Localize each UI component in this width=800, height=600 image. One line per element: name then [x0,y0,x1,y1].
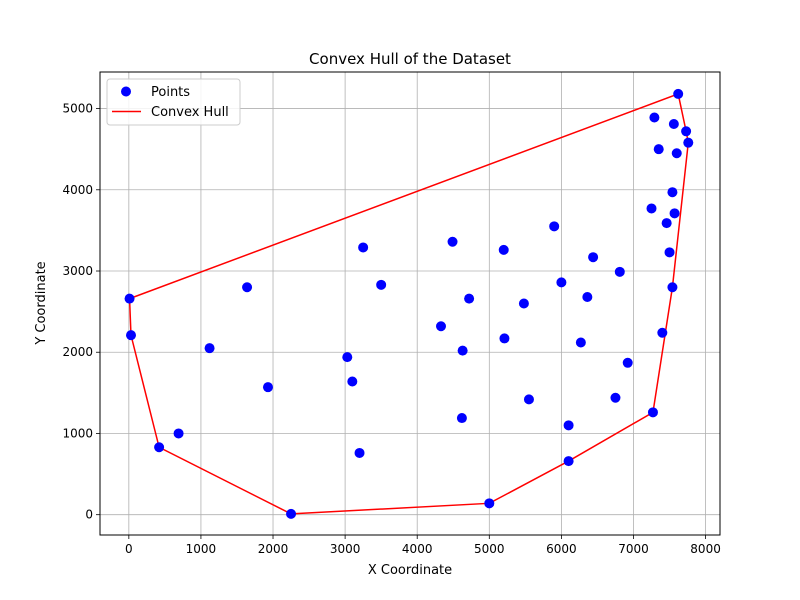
data-point [610,392,621,403]
y-tick-label: 0 [85,508,93,522]
data-point [457,345,468,356]
x-tick-label: 1000 [186,542,217,556]
data-point [647,407,658,418]
plot-frame [99,71,721,536]
data-point [681,126,692,137]
axis-ticks: 0 1000 2000 3000 4000 5000 6000 7000 8000 0 1000 20… [62,102,720,556]
data-point [556,277,567,288]
data-point [667,187,678,198]
y-tick-label: 1000 [62,426,93,440]
data-point [671,148,682,159]
points-layer [124,88,694,519]
data-point [669,208,680,219]
data-point [523,394,534,405]
data-point [683,137,694,148]
data-point [498,244,509,255]
data-point [563,456,574,467]
data-point [499,333,510,344]
data-point [456,413,467,424]
data-point [436,321,446,332]
data-point [667,282,678,293]
y-tick-label: 3000 [62,264,93,278]
x-tick-label: 6000 [546,542,577,556]
data-point [347,376,358,387]
data-point [646,203,657,214]
data-point [447,236,458,247]
chart-title: Convex Hull of the Dataset [309,50,511,68]
x-tick-label: 8000 [690,542,721,556]
legend-box [106,78,241,126]
data-point [588,252,599,263]
legend-points-label: Points [151,85,190,100]
y-tick-label: 4000 [62,183,93,197]
data-point [124,293,135,304]
data-point [673,88,684,99]
data-point [242,282,253,293]
legend: Points Convex Hull [106,78,241,126]
x-tick-label: 5000 [474,542,505,556]
data-point [549,221,560,232]
data-point [126,330,136,341]
x-tick-label: 7000 [618,542,649,556]
grid [100,72,720,535]
data-point [575,337,586,348]
legend-points-marker [121,86,131,97]
data-point [664,247,675,258]
data-point [464,293,475,304]
data-point [661,218,672,229]
data-point [563,420,574,431]
data-point [173,428,184,439]
data-point [354,447,365,458]
data-point [622,357,633,368]
data-point [342,352,353,363]
data-point [653,144,664,155]
data-point [204,343,215,354]
data-point [286,508,297,519]
convex-hull-layer [128,92,690,515]
data-point [614,266,625,277]
convex-hull-line [128,92,690,515]
x-tick-label: 4000 [402,542,433,556]
data-point [668,118,679,129]
data-point [657,327,668,338]
data-point [154,442,165,453]
y-tick-label: 5000 [62,102,93,116]
data-point [262,382,273,393]
x-tick-label: 0 [125,542,133,556]
data-point [649,112,660,123]
y-axis-label: Y Coordinate [34,261,49,345]
data-point [484,498,495,509]
x-tick-label: 2000 [258,542,289,556]
data-point [582,292,593,303]
x-axis-label: X Coordinate [368,563,452,578]
x-tick-label: 3000 [330,542,361,556]
data-point [518,298,529,309]
data-point [376,279,387,290]
y-tick-label: 2000 [62,345,93,359]
data-point [358,242,369,253]
legend-hull-label: Convex Hull [151,105,229,120]
